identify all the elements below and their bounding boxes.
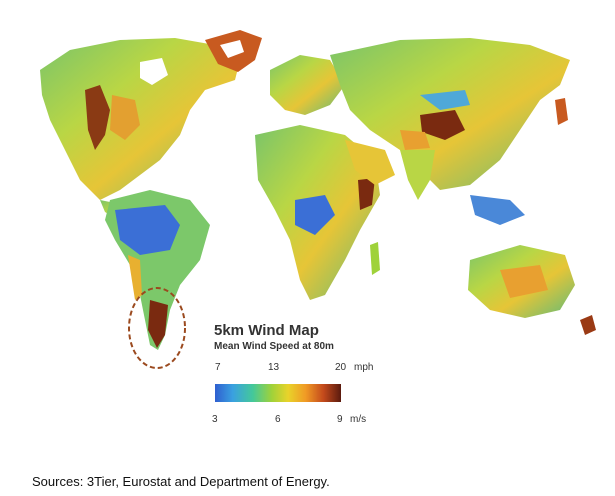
ms-tick-6: 6	[275, 414, 281, 425]
congo-low-wind	[295, 195, 335, 235]
ms-tick-9: 9	[337, 414, 343, 425]
himalaya-wind	[400, 130, 430, 150]
siberia-low-wind	[420, 90, 470, 110]
ms-tick-3: 3	[212, 414, 218, 425]
mph-tick-7: 7	[215, 362, 221, 373]
wind-speed-color-bar	[215, 384, 341, 402]
southeast-asia-islands	[470, 195, 525, 225]
mph-tick-20: 20	[335, 362, 347, 373]
legend-title: 5km Wind Map	[214, 322, 319, 339]
north-america-landmass	[40, 38, 240, 200]
horn-of-africa-high-wind	[358, 178, 375, 210]
india-subcontinent	[400, 150, 435, 200]
legend-subtitle: Mean Wind Speed at 80m	[214, 341, 334, 352]
ms-unit: m/s	[350, 414, 367, 425]
greenland-inland	[220, 40, 244, 58]
patagonia-high-wind	[148, 300, 168, 348]
north-america-plains-wind	[110, 95, 140, 140]
sources-caption: Sources: 3Tier, Eurostat and Department …	[32, 474, 330, 489]
andes-wind	[128, 255, 142, 300]
arabian-peninsula	[345, 140, 395, 185]
patagonia-highlight-circle	[128, 287, 186, 369]
mph-tick-13: 13	[268, 362, 280, 373]
tibet-high-wind	[420, 110, 465, 140]
japan-islands	[555, 98, 568, 125]
north-america-rockies-high-wind	[85, 85, 110, 150]
mph-unit: mph	[354, 362, 374, 373]
australia-interior-wind	[500, 265, 548, 298]
new-zealand	[580, 315, 596, 335]
amazon-low-wind	[115, 205, 180, 255]
hudson-bay	[140, 58, 168, 85]
madagascar	[370, 242, 380, 275]
europe-landmass	[270, 55, 345, 115]
